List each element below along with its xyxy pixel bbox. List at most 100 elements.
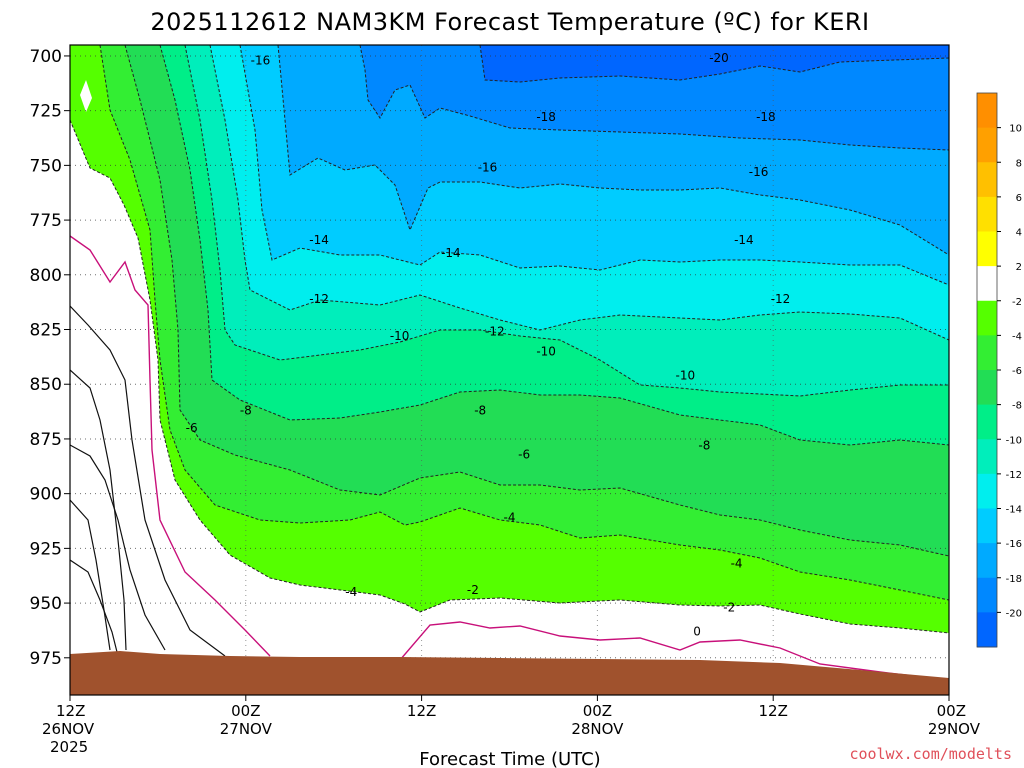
colorbar-swatch [977, 370, 997, 406]
contour-label: -14 [441, 246, 461, 260]
contour-label: -18 [536, 110, 556, 124]
contour-label: -4 [504, 511, 516, 525]
x-tick-date: 29NOV [928, 720, 981, 738]
x-tick-date: 27NOV [220, 720, 273, 738]
x-tick-label: 12Z [759, 702, 788, 720]
y-tick-label: 875 [30, 430, 62, 450]
isotherm-line-warm [70, 305, 226, 657]
contour-label: -14 [734, 233, 754, 247]
y-tick-label: 825 [30, 321, 62, 341]
x-tick-label: 12Z [56, 702, 85, 720]
isotherm-line-warm [70, 559, 119, 657]
x-tick-year: 2025 [50, 738, 88, 756]
colorbar-label: 2 [1016, 262, 1022, 273]
colorbar-swatch [977, 196, 997, 232]
y-axis: 700 725 750 775 800 825 850 875 900 925 950 975 [30, 47, 70, 669]
contour-label: -16 [749, 165, 769, 179]
y-tick-label: 725 [30, 102, 62, 122]
colorbar-label: -18 [1006, 574, 1022, 585]
contour-label: -6 [186, 421, 198, 435]
contour-label: -10 [536, 344, 556, 358]
colorbar-label: 10 [1009, 124, 1022, 135]
colorbar-swatch [977, 266, 997, 302]
grid-lines [70, 45, 949, 695]
contour-label: -2 [723, 600, 735, 614]
colorbar-label: -2 [1012, 297, 1022, 308]
contour-label: -8 [240, 403, 252, 417]
plot-area: -16 -20-18 -18-16 -16-14-14-14-12-12-12-10-… [70, 45, 949, 695]
contour-label: -16 [251, 53, 271, 67]
isotherm-line [479, 45, 949, 83]
colorbar-swatch [977, 231, 997, 267]
colorbar-label: 4 [1016, 228, 1022, 239]
x-tick-label: 00Z [583, 702, 612, 720]
x-tick-label: 00Z [937, 702, 966, 720]
contour-label: -16 [478, 161, 498, 175]
isotherm-line [184, 45, 949, 397]
isotherm-line-warm [70, 499, 111, 651]
contour-label: -12 [309, 292, 329, 306]
colorbar-swatch [977, 577, 997, 613]
colorbar-swatch [977, 335, 997, 371]
colorbar-label: -16 [1006, 539, 1022, 550]
isotherm-line [359, 45, 949, 151]
colorbar-swatch [977, 162, 997, 198]
isotherm-line [159, 45, 949, 446]
contour-label: -4 [345, 585, 357, 599]
contour-label: -10 [675, 368, 695, 382]
y-tick-label: 775 [30, 211, 62, 231]
contour-label: -20 [709, 51, 729, 65]
contour-label: -8 [474, 403, 486, 417]
contour-label: -2 [467, 583, 479, 597]
colorbar-label: -10 [1006, 435, 1022, 446]
contour-label: -8 [698, 439, 710, 453]
colorbar-swatch [977, 404, 997, 440]
credit-text: coolwx.com/modelts [849, 745, 1012, 763]
y-tick-label: 975 [30, 649, 62, 669]
terrain [70, 651, 949, 695]
colorbar-swatch [977, 612, 997, 648]
contour-label: -10 [390, 329, 410, 343]
colorbar-label: -12 [1006, 470, 1022, 481]
y-tick-label: 925 [30, 539, 62, 559]
isotherm-line [239, 45, 949, 286]
colorbar-label: -6 [1012, 366, 1022, 377]
isotherm-line [70, 119, 949, 634]
colorbar-swatch [977, 300, 997, 336]
x-tick-label: 12Z [407, 702, 436, 720]
band-white-patch [80, 80, 92, 112]
contour-label: -12 [485, 325, 505, 339]
plot-frame [69, 44, 950, 696]
y-tick-label: 950 [30, 594, 62, 614]
band-m20 [480, 45, 949, 82]
contour-labels: -16 -20-18 -18-16 -16-14-14-14-12-12-12-10-… [186, 51, 791, 638]
contour-label: -14 [309, 233, 329, 247]
colorbar-label: 6 [1016, 193, 1022, 204]
isotherm-line-warm [70, 444, 166, 651]
colorbar-swatch [977, 93, 997, 129]
temperature-fills [70, 45, 949, 656]
y-tick-label: 900 [30, 485, 62, 505]
y-tick-label: 750 [30, 156, 62, 176]
isotherm-line-warm [70, 369, 127, 651]
colorbar-swatch [977, 508, 997, 544]
x-axis-title: Forecast Time (UTC) [419, 749, 600, 768]
contour-label: -18 [756, 110, 776, 124]
chart-title: 2025112612 NAM3KM Forecast Temperature (… [150, 8, 869, 36]
y-tick-label: 700 [30, 47, 62, 67]
colorbar-label: 8 [1016, 158, 1022, 169]
contour-label: -12 [771, 292, 791, 306]
x-tick-label: 00Z [231, 702, 260, 720]
contour-label: 0 [693, 625, 701, 639]
colorbar-label: -8 [1012, 401, 1022, 412]
y-tick-label: 800 [30, 266, 62, 286]
colorbar-swatch [977, 473, 997, 509]
isotherm-lines [70, 45, 949, 681]
colorbar-label: -4 [1012, 331, 1022, 342]
colorbar-swatch [977, 543, 997, 579]
colorbar-swatch [977, 127, 997, 163]
x-tick-date: 28NOV [571, 720, 624, 738]
contour-label: -6 [518, 447, 530, 461]
